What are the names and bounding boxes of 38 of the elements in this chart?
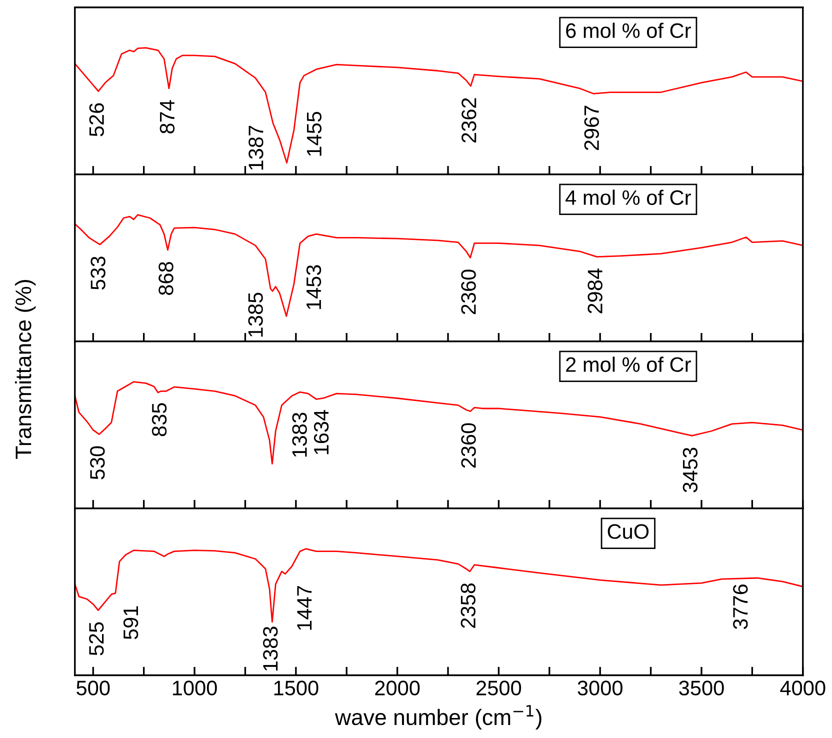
- x-axis-title: wave number (cm$^{−1}$): [334, 705, 542, 730]
- annotation: 868: [158, 262, 174, 295]
- annotation: 874: [160, 100, 175, 134]
- x-tick-label: 2500: [476, 680, 522, 696]
- x-tick-label: 1500: [274, 680, 318, 696]
- annotation: 1634: [314, 410, 329, 454]
- annotation: 1453: [306, 265, 322, 310]
- x-tick-label: 3500: [679, 680, 724, 696]
- annotation: 2360: [461, 423, 476, 468]
- annotation: 2360: [461, 270, 476, 314]
- x-tick-label: 2000: [375, 680, 420, 696]
- x-tick-label: 3000: [578, 680, 622, 696]
- annotation: 591: [123, 606, 138, 640]
- annotation: 835: [152, 403, 167, 436]
- text: CuO: [608, 524, 649, 539]
- annotation: 2967: [584, 106, 599, 150]
- annotation: 1383: [292, 412, 307, 457]
- x-tick-label: 500: [76, 680, 110, 696]
- x-tick-label: 4000: [780, 680, 826, 696]
- annotation: 533: [90, 256, 106, 290]
- text: 4 mol % of Cr: [566, 190, 691, 205]
- annotation: 530: [90, 446, 105, 480]
- annotation: 2362: [462, 98, 476, 142]
- annotation: 3453: [682, 448, 698, 492]
- annotation: 2984: [588, 268, 602, 314]
- text: 6 mol % of Cr: [566, 22, 691, 38]
- annotation: 1455: [307, 112, 322, 156]
- annotation: 1387: [248, 126, 264, 170]
- annotation: 1383: [263, 626, 278, 671]
- annotation: 2358: [460, 583, 476, 628]
- annotation: 1447: [297, 586, 312, 630]
- x-tick-label: 1000: [172, 680, 217, 696]
- y-axis-title: Transmittance (%): [14, 280, 36, 459]
- annotation: 1385: [248, 292, 263, 337]
- annotation: 525: [89, 622, 104, 656]
- annotation: 3776: [733, 584, 748, 630]
- text: 2 mol % of Cr: [566, 356, 691, 372]
- annotation: 526: [89, 103, 104, 136]
